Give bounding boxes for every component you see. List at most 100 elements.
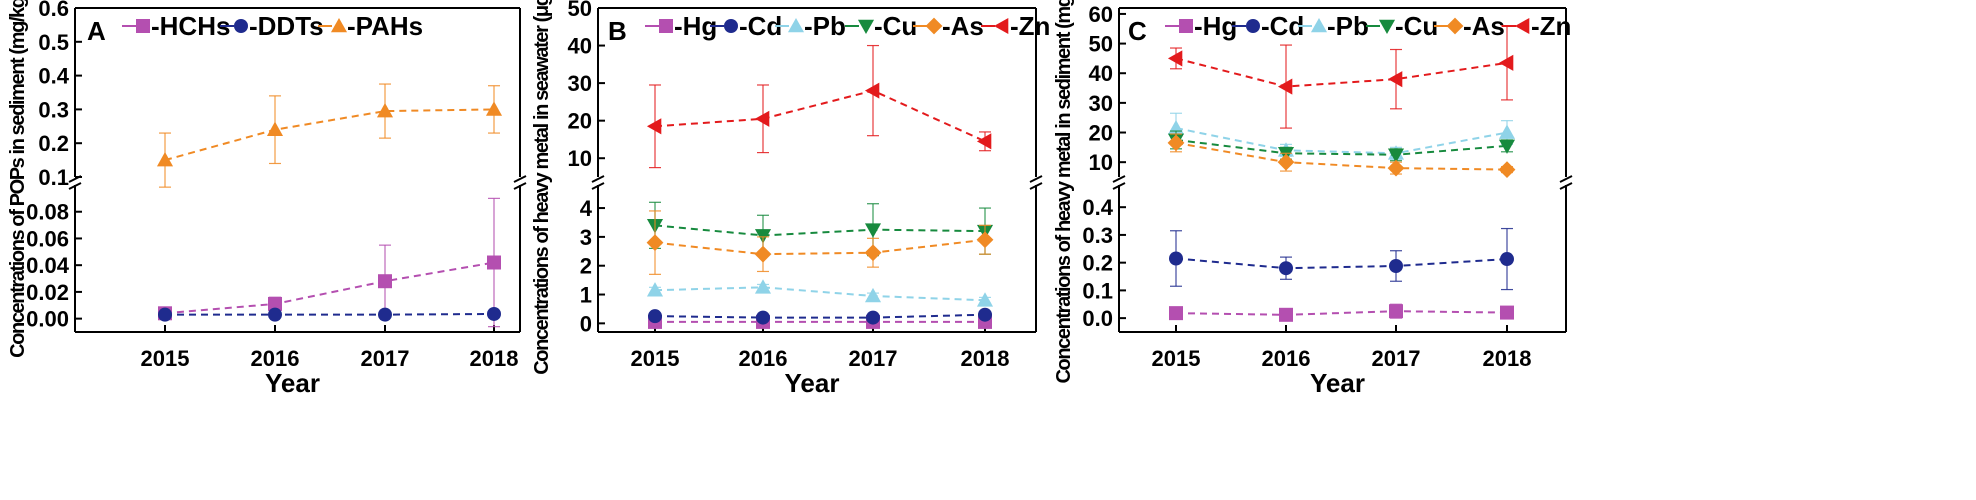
series-cd xyxy=(1169,227,1514,291)
series-ddts xyxy=(158,306,501,322)
legend-marker xyxy=(993,17,1009,35)
y-tick-label: 0.2 xyxy=(1082,251,1113,276)
legend-item-hg: -Hg xyxy=(1165,11,1237,41)
x-tick-label: 2015 xyxy=(631,346,680,371)
data-point xyxy=(156,152,174,167)
chart-panel-c: 10 20 30 40 50 60 0.0 0.10.2 0.3 0.4 2015 2016 2017 2… xyxy=(1053,0,1573,398)
legend-label: -DDTs xyxy=(249,11,324,41)
y-tick-label: 40 xyxy=(568,34,592,59)
legend-item-hg: -Hg xyxy=(645,11,717,41)
axis-break-mark xyxy=(68,182,82,190)
legend-marker xyxy=(1446,17,1464,35)
legend-item-as: -As xyxy=(913,11,984,41)
series-hg xyxy=(1169,303,1514,322)
data-point xyxy=(646,234,664,252)
legend-item-pb: -Pb xyxy=(1298,11,1369,41)
data-point xyxy=(1169,251,1183,266)
data-point xyxy=(487,306,501,321)
axis-break-mark xyxy=(591,182,605,190)
data-point xyxy=(866,310,880,325)
data-point xyxy=(268,296,282,311)
y-tick-label: 2 xyxy=(580,254,592,279)
x-tick-label: 2015 xyxy=(141,346,190,371)
series-line xyxy=(654,238,986,256)
series-zn xyxy=(1167,25,1514,129)
panel-label: B xyxy=(608,16,627,46)
chart-panel-a: 0.1 0.2 0.3 0.4 0.5 0.6 0.000.020.040.060.08 20… xyxy=(7,0,527,398)
series-line xyxy=(164,108,495,162)
legend-marker xyxy=(1246,19,1260,33)
legend-label: -Hg xyxy=(1194,11,1237,41)
y-tick-label: 0.3 xyxy=(38,97,69,122)
data-point xyxy=(485,101,503,116)
data-point xyxy=(1500,305,1514,320)
legend-marker xyxy=(136,19,150,33)
data-point xyxy=(976,133,992,150)
y-axis-label: Concentrations of heavy metal in sedimen… xyxy=(1053,0,1075,384)
legend-label: -Cu xyxy=(874,11,917,41)
legend-marker xyxy=(1179,19,1193,33)
y-tick-label: 10 xyxy=(1089,150,1113,175)
data-point xyxy=(1169,306,1183,321)
y-tick-label: 0.04 xyxy=(26,253,70,278)
data-point xyxy=(1498,139,1516,154)
y-tick-label: 30 xyxy=(1089,91,1113,116)
legend-item-cu: -Cu xyxy=(1366,11,1438,41)
legend-label: -Zn xyxy=(1010,11,1050,41)
x-tick-label: 2018 xyxy=(1483,346,1532,371)
x-axis-label: Year xyxy=(785,368,840,398)
legend-label: -PAHs xyxy=(347,11,423,41)
data-point xyxy=(266,121,284,136)
series-pb xyxy=(1167,112,1516,160)
data-point xyxy=(268,307,282,322)
legend-marker xyxy=(330,17,348,33)
data-point xyxy=(1279,261,1293,276)
x-axis-label: Year xyxy=(265,368,320,398)
y-tick-label: 10 xyxy=(568,146,592,171)
data-point xyxy=(1167,134,1185,152)
data-point xyxy=(1387,159,1405,177)
axis-break-mark xyxy=(1029,175,1043,183)
series-as xyxy=(1167,133,1516,178)
legend-item-pb: -Pb xyxy=(775,11,846,41)
data-point xyxy=(1279,307,1293,322)
data-point xyxy=(976,231,994,249)
y-tick-label: 0.06 xyxy=(26,226,69,251)
data-point xyxy=(648,309,662,324)
chart-panel-b: 10 20 30 40 50 0 1 2 3 4 2015 2016 2017 2018 Year Conce… xyxy=(531,0,1050,398)
axis-break-mark xyxy=(591,175,605,183)
legend-label: -As xyxy=(942,11,984,41)
axis-break-mark xyxy=(1112,182,1126,190)
data-point xyxy=(378,307,392,322)
legend-label: -As xyxy=(1463,11,1505,41)
legend-label: -Cd xyxy=(1261,11,1304,41)
y-tick-label: 1 xyxy=(580,283,592,308)
series-hchs xyxy=(158,197,501,328)
series-line xyxy=(654,286,986,302)
series-pb xyxy=(646,279,994,307)
series-pahs xyxy=(156,83,503,188)
data-point xyxy=(1387,71,1403,88)
y-tick-label: 30 xyxy=(568,71,592,96)
x-tick-label: 2016 xyxy=(1262,346,1311,371)
legend-marker xyxy=(925,17,943,35)
series-line xyxy=(1175,141,1508,171)
series-cu xyxy=(1167,130,1516,163)
data-point xyxy=(978,307,992,322)
axis-break-mark xyxy=(1029,182,1043,190)
legend-item-cd: -Cd xyxy=(710,11,782,41)
y-tick-label: 0.00 xyxy=(26,307,69,332)
x-tick-label: 2017 xyxy=(849,346,898,371)
legend-marker xyxy=(857,19,875,35)
series-line xyxy=(1175,127,1508,155)
legend-marker xyxy=(724,19,738,33)
data-point xyxy=(158,307,172,322)
y-axis-label: Concentrations of POPs in sediment (mg/k… xyxy=(7,0,29,358)
y-tick-label: 0.02 xyxy=(26,280,69,305)
panel-label: A xyxy=(87,16,106,46)
series-line xyxy=(165,312,495,316)
legend-item-cd: -Cd xyxy=(1232,11,1304,41)
data-point xyxy=(754,279,772,294)
data-point xyxy=(1498,124,1516,139)
